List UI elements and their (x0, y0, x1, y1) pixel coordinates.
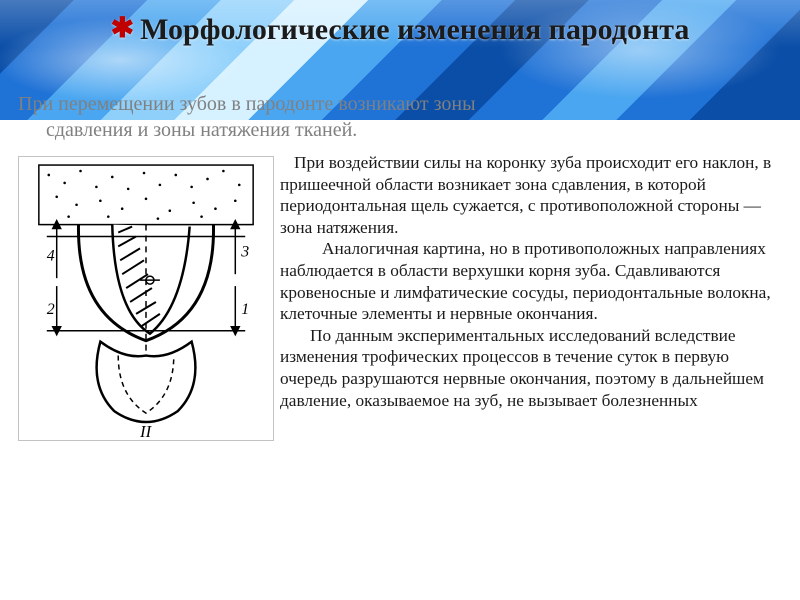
paragraph-2: Аналогичная картина, но в противоположны… (280, 238, 782, 324)
subtitle-line2: сдавления и зоны натяжения тканей. (18, 118, 782, 144)
subtitle: При перемещении зубов в пародонте возник… (18, 92, 782, 143)
title-bullet-icon: ✱ (111, 12, 134, 43)
slide-title: ✱Морфологические изменения пародонта (111, 12, 690, 48)
slide-title-text: Морфологические изменения пародонта (140, 13, 689, 46)
svg-text:II: II (139, 422, 153, 441)
paragraph-1-text: При воздействии силы на коронку зуба про… (280, 153, 771, 237)
title-wrap: ✱Морфологические изменения пародонта (0, 12, 800, 48)
svg-text:2: 2 (47, 301, 55, 318)
paragraph-3-text: По данным экспериментальных исследований… (280, 326, 764, 410)
content-area: 4 2 3 1 II При воздействии силы на корон… (18, 152, 782, 590)
svg-text:3: 3 (240, 243, 249, 260)
tooth-diagram: 4 2 3 1 II (18, 156, 274, 441)
svg-text:4: 4 (47, 247, 55, 264)
svg-text:1: 1 (241, 301, 249, 318)
body-text: При воздействии силы на коронку зуба про… (274, 152, 782, 590)
figure-column: 4 2 3 1 II (18, 152, 274, 590)
slide: ✱Морфологические изменения пародонта При… (0, 0, 800, 600)
paragraph-3: По данным экспериментальных исследований… (280, 325, 782, 411)
subtitle-line1: При перемещении зубов в пародонте возник… (18, 93, 476, 115)
paragraph-2-text: Аналогичная картина, но в противоположны… (280, 239, 771, 323)
paragraph-1: При воздействии силы на коронку зуба про… (280, 152, 782, 238)
